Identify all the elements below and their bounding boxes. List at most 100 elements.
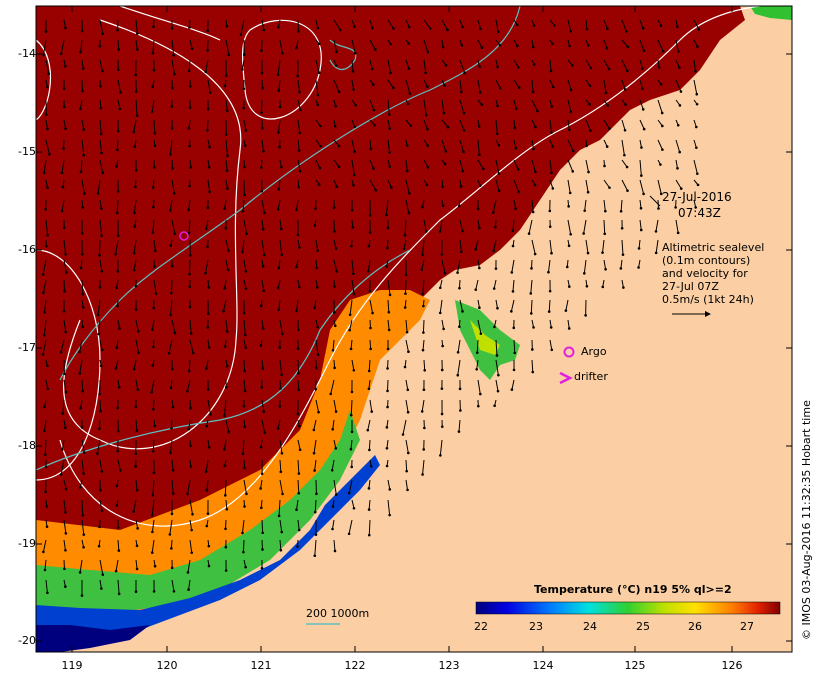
x-tick: 126 bbox=[721, 659, 743, 672]
velocity-arrow-head bbox=[277, 25, 280, 29]
velocity-arrow bbox=[45, 379, 49, 389]
velocity-arrow bbox=[350, 399, 353, 416]
velocity-arrow-head bbox=[550, 171, 553, 175]
velocity-arrow-head bbox=[443, 271, 447, 275]
velocity-arrow-head bbox=[532, 24, 536, 27]
velocity-arrow-head bbox=[429, 27, 432, 30]
velocity-arrow bbox=[98, 319, 101, 334]
velocity-arrow-head bbox=[511, 244, 515, 248]
velocity-arrow-head bbox=[279, 387, 282, 390]
velocity-arrow-head bbox=[224, 527, 227, 531]
velocity-arrow bbox=[279, 519, 283, 533]
velocity-arrow-head bbox=[81, 206, 85, 209]
velocity-arrow bbox=[423, 219, 427, 232]
velocity-arrow bbox=[242, 539, 245, 553]
velocity-arrow-head bbox=[585, 27, 589, 31]
velocity-arrow-head bbox=[625, 30, 628, 33]
velocity-arrow-head bbox=[225, 330, 229, 333]
velocity-arrow bbox=[459, 99, 465, 114]
velocity-arrow-head bbox=[316, 325, 320, 329]
velocity-arrow-head bbox=[570, 63, 574, 67]
velocity-arrow-head bbox=[223, 84, 227, 88]
velocity-arrow-head bbox=[460, 44, 464, 47]
velocity-arrow bbox=[296, 499, 299, 510]
velocity-arrow-head bbox=[349, 413, 353, 417]
velocity-arrow bbox=[458, 419, 461, 432]
velocity-arrow-head bbox=[352, 272, 355, 276]
velocity-arrow bbox=[170, 299, 173, 316]
velocity-arrow bbox=[477, 319, 482, 334]
velocity-arrow-head bbox=[642, 127, 646, 131]
velocity-arrow bbox=[333, 39, 338, 52]
velocity-arrow bbox=[621, 139, 625, 156]
y-tick: -20 bbox=[18, 634, 36, 647]
velocity-arrow bbox=[493, 239, 497, 251]
velocity-arrow-head bbox=[47, 72, 51, 76]
velocity-arrow-head bbox=[60, 209, 64, 213]
velocity-arrow bbox=[549, 239, 553, 254]
velocity-arrow bbox=[422, 459, 425, 475]
velocity-arrow bbox=[423, 39, 429, 53]
velocity-arrow-head bbox=[350, 244, 353, 248]
velocity-arrow bbox=[314, 499, 317, 513]
velocity-arrow-head bbox=[82, 472, 85, 475]
velocity-arrow-head bbox=[495, 354, 499, 357]
velocity-arrow-head bbox=[623, 153, 626, 157]
velocity-arrow-head bbox=[426, 85, 429, 88]
velocity-arrow-head bbox=[115, 165, 118, 168]
velocity-arrow-head bbox=[298, 448, 302, 452]
velocity-arrow bbox=[116, 199, 119, 214]
velocity-arrow bbox=[189, 499, 194, 515]
velocity-arrow bbox=[332, 519, 335, 530]
colorbar-tick: 24 bbox=[583, 620, 597, 633]
velocity-arrow-head bbox=[207, 544, 211, 548]
velocity-arrow-head bbox=[407, 42, 410, 45]
velocity-arrow bbox=[135, 379, 139, 390]
velocity-arrow bbox=[279, 539, 282, 551]
velocity-arrow-head bbox=[170, 291, 173, 295]
velocity-arrow bbox=[297, 159, 301, 172]
velocity-arrow-head bbox=[696, 183, 700, 187]
velocity-arrow bbox=[133, 499, 137, 512]
velocity-arrow-head bbox=[498, 86, 502, 90]
x-tick: 119 bbox=[61, 659, 83, 672]
velocity-arrow-head bbox=[373, 123, 376, 127]
velocity-arrow-head bbox=[188, 26, 191, 29]
velocity-arrow bbox=[171, 39, 175, 56]
velocity-arrow-head bbox=[209, 413, 212, 416]
velocity-arrow-head bbox=[334, 410, 338, 413]
velocity-arrow bbox=[133, 199, 137, 214]
velocity-arrow-head bbox=[531, 45, 535, 49]
velocity-arrow-head bbox=[531, 348, 534, 351]
velocity-arrow-head bbox=[243, 466, 246, 470]
velocity-arrow-head bbox=[458, 325, 461, 329]
velocity-arrow-head bbox=[426, 166, 430, 169]
velocity-arrow bbox=[99, 399, 102, 412]
velocity-arrow bbox=[63, 499, 66, 513]
velocity-arrow-head bbox=[119, 469, 122, 472]
velocity-arrow bbox=[639, 19, 644, 29]
velocity-arrow-head bbox=[241, 209, 245, 213]
velocity-arrow bbox=[405, 339, 409, 352]
velocity-arrow bbox=[171, 579, 175, 592]
velocity-arrow-head bbox=[641, 108, 645, 111]
x-tick: 123 bbox=[438, 659, 460, 672]
velocity-arrow-head bbox=[527, 232, 531, 235]
velocity-arrow-head bbox=[316, 353, 320, 357]
velocity-arrow bbox=[405, 439, 409, 454]
velocity-arrow-head bbox=[187, 369, 191, 373]
velocity-arrow-head bbox=[461, 25, 464, 29]
velocity-arrow-head bbox=[676, 25, 679, 29]
velocity-arrow-head bbox=[353, 125, 357, 129]
velocity-arrow-head bbox=[460, 250, 463, 253]
velocity-arrow bbox=[368, 499, 371, 510]
velocity-arrow bbox=[639, 219, 642, 231]
velocity-arrow-head bbox=[497, 189, 501, 193]
velocity-arrow-head bbox=[226, 154, 229, 158]
velocity-arrow-head bbox=[619, 209, 623, 213]
velocity-arrow-head bbox=[331, 527, 334, 531]
velocity-arrow-head bbox=[353, 25, 356, 28]
velocity-arrow bbox=[675, 139, 681, 153]
velocity-arrow-head bbox=[189, 465, 193, 468]
velocity-arrow bbox=[152, 219, 155, 233]
